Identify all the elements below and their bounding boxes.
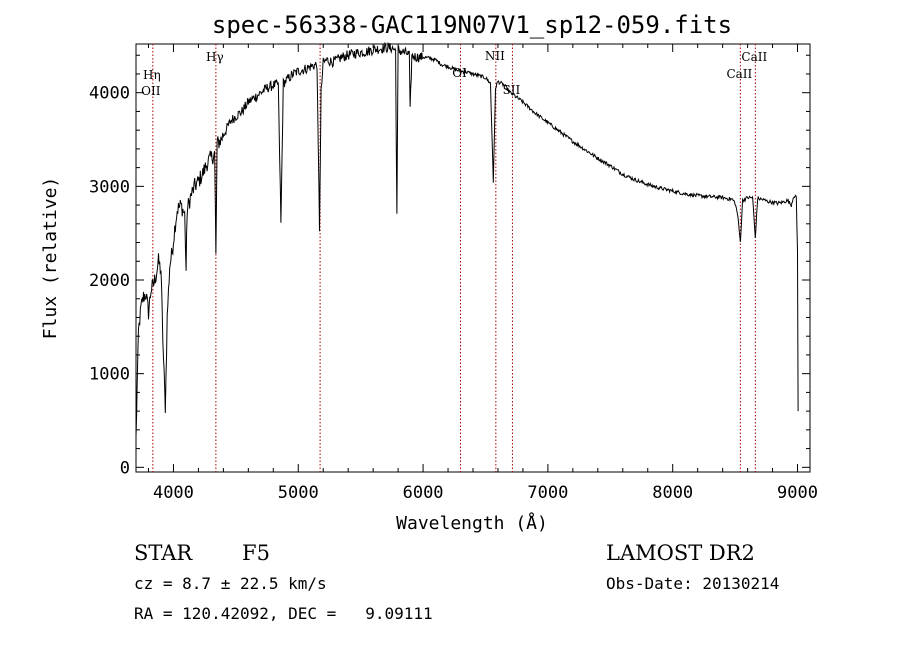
reference-lines <box>152 44 756 472</box>
reference-line-label: NII <box>485 49 505 63</box>
reference-line-label: CaII <box>726 67 752 81</box>
x-tick-label: 4000 <box>153 483 194 503</box>
x-tick-label: 5000 <box>278 483 319 503</box>
y-axis-label: Flux (relative) <box>40 177 61 340</box>
x-tick-label: 6000 <box>403 483 444 503</box>
y-tick-label: 3000 <box>89 177 130 197</box>
reference-line-label: Hη <box>143 68 161 82</box>
reference-line-label: Hγ <box>206 50 224 64</box>
reference-line-label: CaII <box>741 50 767 64</box>
y-axis-ticks: 0 1000 2000 3000 4000 <box>89 54 810 478</box>
redshift-text: cz = 8.7 ± 22.5 km/s <box>134 574 327 593</box>
spectrum-info: STAR F5 LAMOST DR2 cz = 8.7 ± 22.5 km/s … <box>134 541 779 623</box>
object-subclass: F5 <box>242 541 270 565</box>
y-tick-label: 0 <box>120 458 130 478</box>
obs-date-text: Obs-Date: 20130214 <box>606 574 779 593</box>
y-tick-label: 4000 <box>89 84 130 104</box>
object-class: STAR <box>134 541 193 565</box>
coordinates-text: RA = 120.42092, DEC = 9.09111 <box>134 604 433 623</box>
x-axis-ticks: 4000 5000 6000 7000 8000 9000 <box>147 44 818 503</box>
spectrum-series <box>135 41 799 437</box>
y-tick-label: 2000 <box>89 271 130 291</box>
x-axis-label: Wavelength (Å) <box>396 512 548 534</box>
x-tick-label: 7000 <box>527 483 568 503</box>
chart-title: spec-56338-GAC119N07V1_sp12-059.fits <box>212 11 732 39</box>
survey-name: LAMOST DR2 <box>606 541 755 565</box>
reference-line-label: OII <box>141 84 161 98</box>
x-tick-label: 9000 <box>777 483 818 503</box>
plot-frame <box>135 43 811 473</box>
spectrum-line <box>135 41 799 437</box>
y-tick-label: 1000 <box>89 365 130 385</box>
x-tick-label: 8000 <box>652 483 693 503</box>
